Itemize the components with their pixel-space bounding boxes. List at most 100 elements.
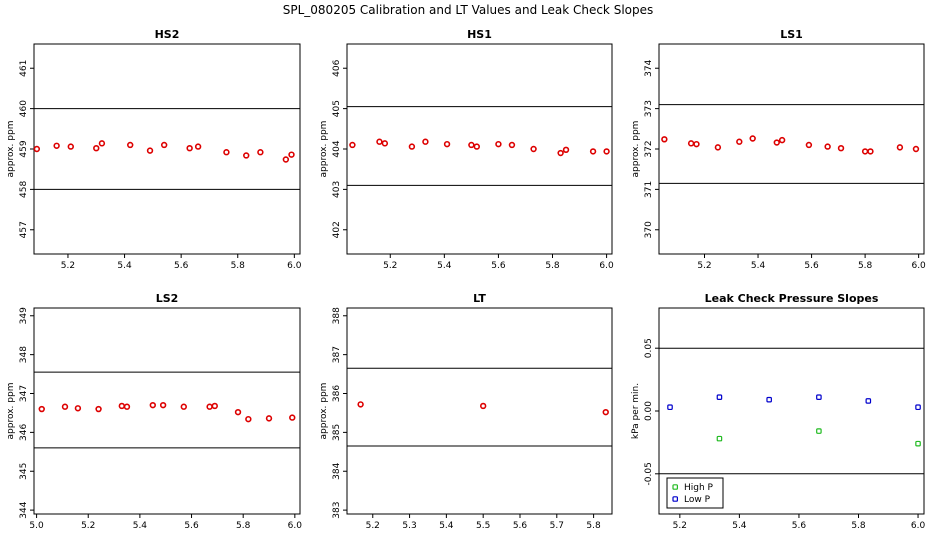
y-tick-label: 344 bbox=[19, 501, 29, 518]
x-tick-label: 5.8 bbox=[586, 521, 601, 531]
x-tick-label: 5.4 bbox=[133, 521, 148, 531]
y-tick-label: 404 bbox=[332, 140, 342, 157]
data-point bbox=[667, 404, 673, 411]
x-tick-label: 6.0 bbox=[911, 521, 926, 531]
data-point bbox=[234, 408, 242, 416]
data-point bbox=[562, 146, 570, 154]
data-point bbox=[816, 428, 822, 434]
data-point bbox=[530, 145, 537, 153]
x-tick-label: 5.4 bbox=[751, 261, 766, 271]
data-point bbox=[74, 405, 82, 412]
data-point bbox=[381, 140, 389, 147]
plot-frame bbox=[346, 43, 613, 255]
data-point bbox=[93, 144, 100, 152]
data-point bbox=[357, 401, 364, 408]
data-point bbox=[861, 148, 869, 155]
legend-marker bbox=[672, 484, 679, 490]
x-tick-label: 5.6 bbox=[804, 261, 819, 271]
data-point bbox=[223, 149, 230, 156]
y-tick-label: 384 bbox=[332, 462, 342, 479]
data-point bbox=[159, 401, 167, 409]
x-tick-label: 5.3 bbox=[402, 521, 416, 531]
x-tick-label: 5.6 bbox=[491, 261, 506, 271]
data-point bbox=[479, 402, 487, 410]
x-tick-label: 5.2 bbox=[383, 261, 397, 271]
x-tick-label: 5.4 bbox=[117, 261, 132, 271]
data-point bbox=[896, 144, 904, 151]
data-point bbox=[376, 138, 383, 145]
data-point bbox=[589, 148, 597, 155]
data-point bbox=[289, 414, 296, 421]
y-tick-label: -0.05 bbox=[644, 462, 654, 485]
y-tick-label: 370 bbox=[644, 221, 654, 238]
x-tick-label: 5.2 bbox=[366, 521, 380, 531]
panel-1: HS2 5.2 5.4 5.6 5.8 6.0 457 458 459 460 461 approx.… bbox=[6, 28, 302, 271]
data-point bbox=[288, 151, 295, 158]
panel-2: HS1 5.2 5.4 5.6 5.8 6.0 402 403 404 405 406 approx.… bbox=[319, 28, 614, 271]
y-tick-label: 372 bbox=[644, 140, 654, 157]
data-point bbox=[123, 403, 131, 410]
data-point bbox=[468, 141, 475, 149]
x-tick-label: 5.4 bbox=[732, 521, 747, 531]
data-point bbox=[211, 402, 218, 410]
legend bbox=[666, 477, 724, 509]
figure-title: SPL_080205 Calibration and LT Values and… bbox=[283, 3, 654, 17]
data-point bbox=[443, 140, 451, 148]
y-tick-label: 385 bbox=[332, 424, 342, 441]
y-tick-label: 0.00 bbox=[644, 401, 654, 421]
y-tick-label: 403 bbox=[332, 181, 342, 198]
y-tick-label: 460 bbox=[19, 100, 29, 117]
x-tick-label: 6.0 bbox=[599, 261, 614, 271]
data-point bbox=[61, 403, 69, 410]
x-tick-label: 5.6 bbox=[513, 521, 528, 531]
data-point bbox=[422, 138, 429, 145]
data-point bbox=[915, 404, 921, 411]
data-point bbox=[773, 139, 780, 146]
data-point bbox=[33, 145, 41, 153]
data-point bbox=[265, 415, 273, 422]
data-point bbox=[257, 149, 264, 156]
x-tick-label: 6.0 bbox=[911, 261, 926, 271]
x-tick-label: 5.7 bbox=[550, 521, 564, 531]
data-point bbox=[865, 398, 872, 404]
data-point bbox=[146, 147, 154, 154]
data-point bbox=[180, 403, 187, 410]
data-point bbox=[912, 145, 920, 153]
data-point bbox=[127, 141, 134, 149]
panel-title: LS1 bbox=[780, 28, 803, 41]
y-tick-label: 402 bbox=[332, 221, 342, 238]
data-point bbox=[716, 435, 723, 442]
data-point bbox=[245, 415, 252, 423]
y-tick-label: 405 bbox=[332, 100, 342, 117]
y-tick-label: 0.05 bbox=[644, 338, 654, 358]
data-point bbox=[282, 156, 290, 163]
data-point bbox=[495, 140, 502, 148]
x-tick-label: 6.0 bbox=[288, 521, 303, 531]
y-tick-label: 458 bbox=[19, 181, 29, 198]
data-point bbox=[816, 394, 822, 400]
legend-marker bbox=[672, 496, 679, 502]
data-point bbox=[687, 140, 695, 147]
y-axis-label: approx. ppm bbox=[6, 383, 16, 440]
y-tick-label: 459 bbox=[19, 140, 29, 157]
x-tick-label: 5.2 bbox=[673, 521, 687, 531]
data-point bbox=[408, 143, 416, 150]
x-tick-label: 5.8 bbox=[231, 261, 246, 271]
y-tick-label: 349 bbox=[19, 307, 29, 324]
x-tick-label: 5.8 bbox=[858, 261, 873, 271]
y-tick-label: 374 bbox=[644, 59, 654, 76]
panel-title: LT bbox=[473, 292, 486, 305]
data-point bbox=[473, 143, 480, 150]
y-axis-label: approx. ppm bbox=[319, 383, 329, 440]
data-point bbox=[837, 144, 845, 152]
panel-title: HS1 bbox=[467, 28, 492, 41]
panel-6: Leak Check Pressure Slopes 5.2 5.4 5.6 5.8 6.… bbox=[631, 292, 925, 531]
data-point bbox=[716, 394, 723, 400]
data-point bbox=[714, 144, 722, 151]
x-tick-label: 5.8 bbox=[851, 521, 866, 531]
x-tick-label: 5.0 bbox=[29, 521, 44, 531]
data-point bbox=[766, 396, 772, 403]
data-point bbox=[915, 440, 921, 447]
data-point bbox=[194, 143, 202, 150]
